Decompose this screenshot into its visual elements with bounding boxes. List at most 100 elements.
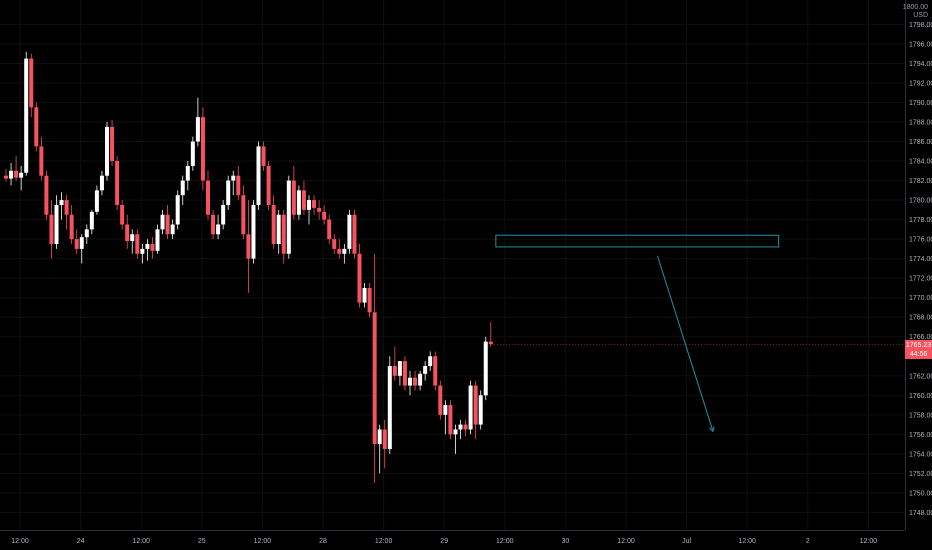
candle-body [423, 366, 428, 374]
candle-body [397, 361, 402, 376]
candle-body [246, 234, 251, 259]
candle-body [483, 341, 488, 396]
candle-body [130, 234, 135, 242]
price-tick-label: 1762.00 [909, 373, 932, 380]
candle-body [357, 253, 362, 303]
currency-top-line: 1800.00 [902, 4, 928, 11]
candle-body [478, 395, 483, 425]
candle-body [322, 211, 327, 220]
candle-body [377, 429, 382, 445]
candle-body [44, 175, 49, 215]
candle-body [443, 405, 448, 415]
candle-body [135, 234, 140, 254]
price-tick-label: 1766.00 [909, 334, 932, 341]
candle-body [19, 172, 24, 178]
candle-body [115, 161, 120, 205]
time-tick-label: 12:00 [11, 538, 29, 545]
candle-body [256, 146, 261, 205]
price-tick-label: 1794.00 [909, 61, 932, 68]
candle-body [160, 214, 165, 230]
candle-body [125, 224, 130, 242]
price-axis[interactable]: 1798.00 1796.00 1794.00 1792.00 1790.00 1788.… [909, 22, 932, 517]
candle-body [463, 424, 468, 430]
candle-body [105, 126, 109, 176]
candle-body [266, 165, 271, 205]
price-tick-label: 1758.00 [909, 412, 932, 419]
candle-body [79, 237, 84, 249]
candle-body [347, 214, 352, 249]
candle-body [488, 341, 493, 345]
candle-body [175, 195, 180, 225]
candle-body [180, 180, 185, 196]
candle-body [276, 214, 281, 245]
candle-body [271, 204, 276, 245]
candle-body [74, 239, 79, 249]
price-tick-label: 1754.00 [909, 451, 932, 458]
candle-body [458, 424, 463, 430]
time-axis[interactable]: 12:00 24 12:00 25 12:00 28 12:00 29 12:00 30 12:00… [11, 538, 877, 545]
price-tick-label: 1748.00 [909, 510, 932, 517]
candle-body [281, 214, 286, 254]
drawing-annotations[interactable] [495, 234, 780, 433]
candle-body [312, 200, 317, 208]
candle-body [49, 214, 54, 245]
candle-body [84, 229, 89, 238]
time-tick-label: 12:00 [496, 538, 514, 545]
candle-body [332, 239, 337, 249]
time-tick-label: 12:00 [254, 538, 272, 545]
candle-body [206, 180, 210, 215]
candle-body [301, 190, 306, 210]
candle-body [14, 170, 19, 178]
price-tick-label: 1796.00 [909, 41, 932, 48]
price-tick-label: 1798.00 [909, 22, 932, 29]
arrow-head-icon [709, 426, 715, 433]
candle-body [4, 175, 8, 179]
candle-body [94, 190, 99, 212]
candle-body [402, 361, 407, 386]
time-tick-label: 25 [198, 538, 206, 545]
candle-body [342, 248, 347, 254]
time-tick-label: 2 [806, 538, 810, 545]
price-tick-label: 1790.00 [909, 100, 932, 107]
candle-body [140, 248, 145, 254]
candle-body [190, 141, 195, 166]
time-tick-label: 12:00 [617, 538, 635, 545]
candle-body [438, 385, 443, 415]
time-tick-label: 30 [562, 538, 570, 545]
price-tick-label: 1780.00 [909, 198, 932, 205]
candle-body [251, 204, 256, 259]
candle-body [286, 180, 291, 254]
candle-body [337, 248, 342, 254]
candle-body [241, 195, 246, 235]
candle-body [468, 385, 473, 430]
time-tick-label: 29 [440, 538, 448, 545]
candle-body [64, 200, 69, 215]
price-tick-label: 1776.00 [909, 237, 932, 244]
candle-body [145, 244, 150, 249]
price-tick-label: 1768.00 [909, 315, 932, 322]
candle-body [418, 373, 423, 386]
price-tick-label: 1770.00 [909, 295, 932, 302]
candle-body [408, 377, 412, 386]
candle-body [307, 200, 311, 210]
candle-body [387, 366, 392, 449]
candle-body [39, 146, 44, 176]
candle-body [185, 165, 190, 181]
candle-body [200, 117, 205, 181]
candle-body [261, 146, 266, 166]
candle-body [195, 117, 200, 142]
candle-body [382, 429, 387, 449]
price-tick-label: 1756.00 [909, 432, 932, 439]
candle-body [54, 204, 59, 245]
currency-code: USD [913, 12, 928, 19]
price-tick-label: 1774.00 [909, 256, 932, 263]
candle-body [110, 126, 115, 162]
candle-body [231, 175, 236, 181]
candle-body [69, 214, 74, 240]
candle-body [99, 175, 104, 191]
candle-body [9, 170, 14, 179]
candle-body [291, 180, 296, 215]
last-price-value: 1765.23 [905, 342, 932, 349]
